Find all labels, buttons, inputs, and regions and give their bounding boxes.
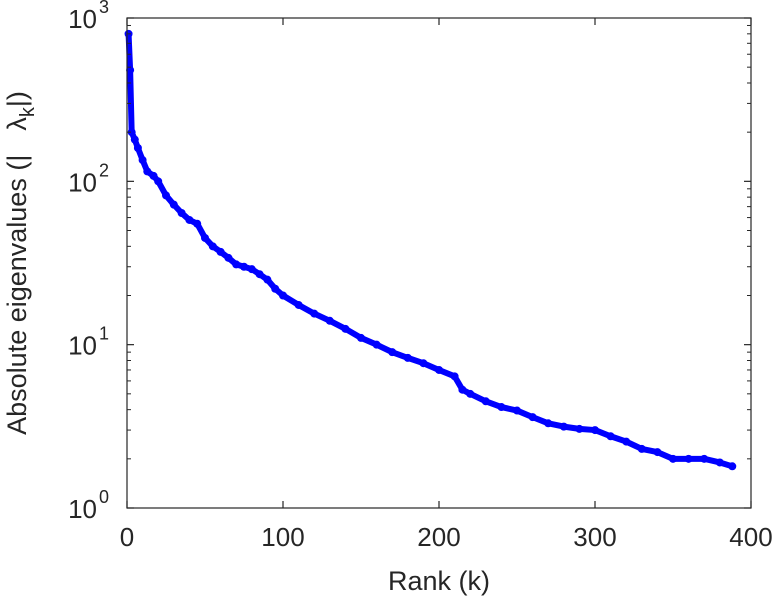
data-point <box>208 242 217 251</box>
data-point <box>162 191 170 200</box>
data-point <box>715 458 724 467</box>
data-point <box>138 156 147 165</box>
data-point <box>130 135 139 144</box>
data-point <box>466 389 475 398</box>
data-point <box>149 171 158 180</box>
data-point <box>481 397 490 406</box>
plot-area <box>124 29 737 471</box>
y-tick-exponent: 0 <box>99 487 109 507</box>
data-point <box>450 372 459 381</box>
x-tick-label: 400 <box>729 522 772 552</box>
data-point <box>294 300 303 309</box>
data-point <box>271 284 280 293</box>
data-point <box>247 265 256 274</box>
y-tick-label: 10 <box>68 167 97 197</box>
data-point <box>177 208 186 217</box>
y-tick-exponent: 3 <box>99 0 109 17</box>
y-tick-label: 10 <box>68 4 97 34</box>
data-point <box>528 413 537 422</box>
data-point <box>388 348 397 357</box>
data-point <box>653 448 662 457</box>
data-point <box>513 406 521 415</box>
data-point <box>357 333 365 342</box>
data-point <box>127 128 136 137</box>
data-point <box>403 353 412 362</box>
data-point <box>310 309 319 318</box>
y-axis-label: Absolute eigenvalues (| λk|) <box>2 91 39 435</box>
data-point <box>435 365 443 374</box>
y-axis-label-subscript: k <box>17 106 39 117</box>
data-point <box>263 275 272 284</box>
data-point <box>216 247 225 256</box>
y-tick-label: 10 <box>68 331 97 361</box>
data-point <box>143 167 152 176</box>
data-point <box>169 200 178 209</box>
x-axis-label: Rank (k) <box>388 566 490 596</box>
x-tick-label: 200 <box>417 522 460 552</box>
data-point <box>133 143 142 152</box>
data-point <box>193 219 202 228</box>
data-point <box>544 419 553 428</box>
x-tick-label: 100 <box>261 522 304 552</box>
data-point <box>622 437 631 446</box>
data-point <box>201 233 209 242</box>
data-point <box>497 403 506 412</box>
data-point <box>126 66 135 75</box>
y-tick-exponent: 1 <box>99 324 109 344</box>
y-axis-label-close: |) <box>2 91 32 107</box>
data-point <box>575 424 584 433</box>
data-point <box>224 253 233 262</box>
data-point <box>419 359 428 368</box>
data-point <box>325 316 334 325</box>
y-tick-exponent: 2 <box>99 160 109 180</box>
x-tick-label: 300 <box>573 522 616 552</box>
data-point <box>240 262 248 271</box>
data-point <box>700 454 709 463</box>
y-axis-label-text: Absolute eigenvalues (| <box>2 155 32 435</box>
data-point <box>232 260 241 269</box>
data-point <box>341 324 350 333</box>
data-point <box>154 177 163 186</box>
data-point <box>185 215 194 224</box>
data-point <box>279 291 287 300</box>
data-point <box>669 454 677 463</box>
y-axis-label-lambda: λ <box>2 117 32 131</box>
data-point <box>458 385 467 394</box>
data-point <box>606 432 615 441</box>
data-point <box>591 426 599 435</box>
data-point <box>255 270 264 279</box>
data-point <box>637 444 646 453</box>
x-tick-label: 0 <box>120 522 134 552</box>
axes-box <box>126 17 752 509</box>
data-point <box>372 340 381 349</box>
y-tick-label: 10 <box>68 494 97 524</box>
data-point <box>559 422 568 431</box>
data-point <box>684 454 693 463</box>
data-point <box>728 462 737 471</box>
